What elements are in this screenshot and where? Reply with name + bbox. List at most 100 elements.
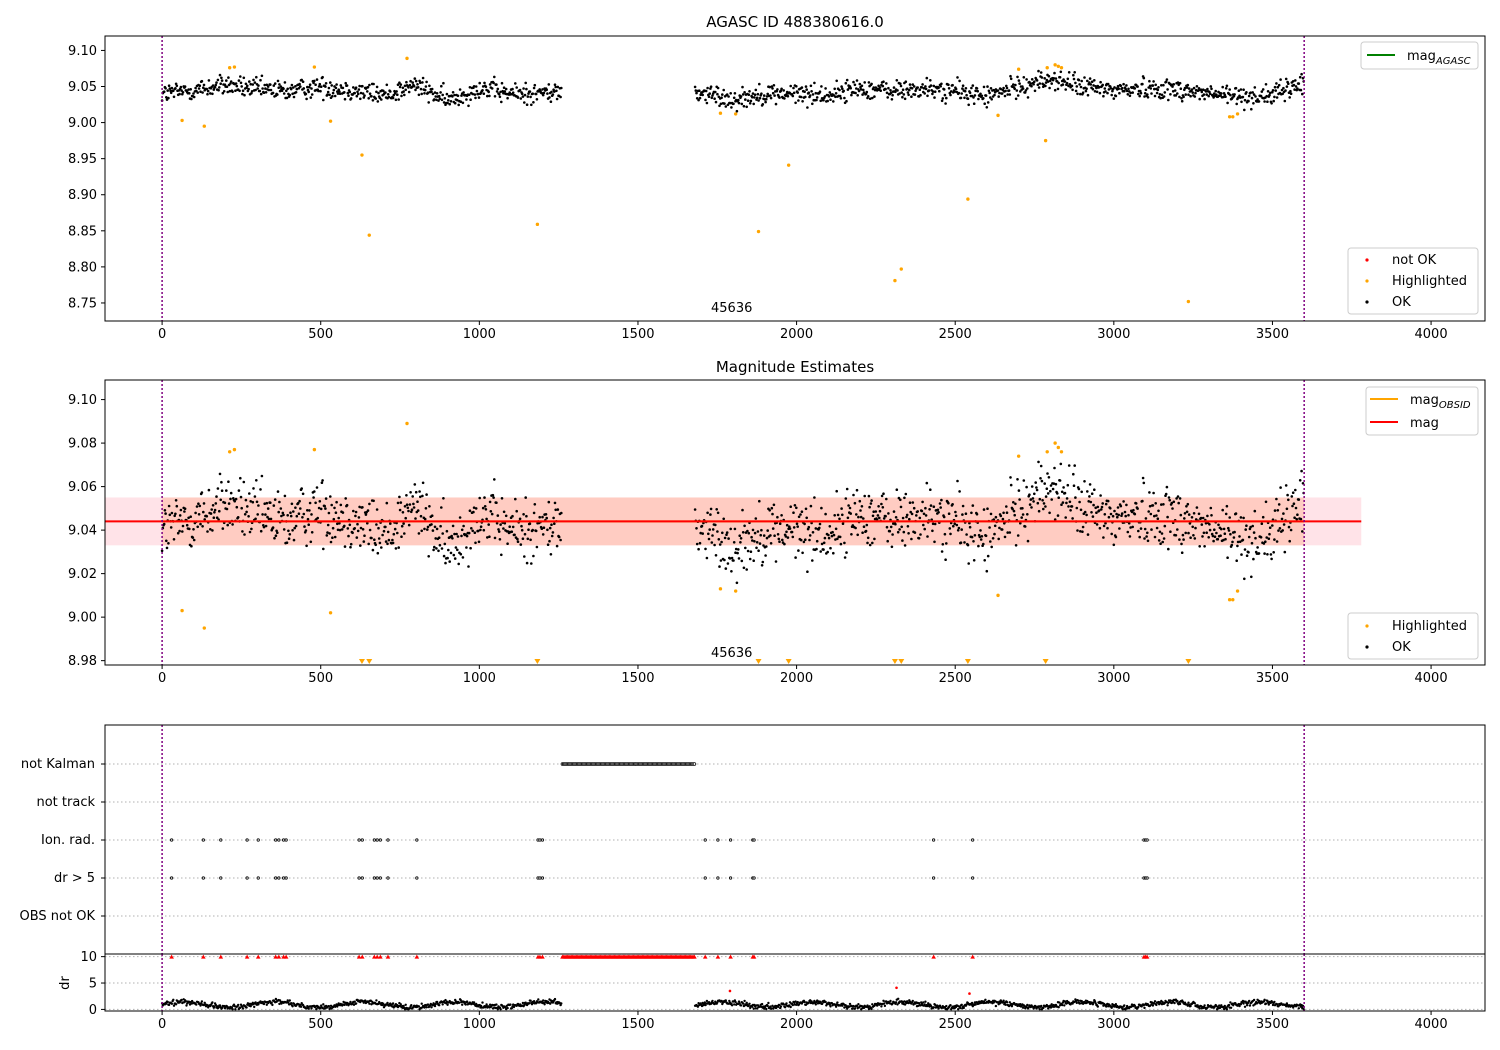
- ok-point: [479, 528, 482, 532]
- ok-point: [457, 562, 461, 566]
- ok-point: [1025, 485, 1028, 489]
- ok-point: [225, 507, 229, 511]
- ok-point: [190, 97, 193, 101]
- legend-marker-ok-2: [1365, 645, 1369, 649]
- ok-point: [804, 507, 808, 511]
- ok-point: [407, 509, 410, 513]
- dr-point: [1239, 1003, 1243, 1006]
- ok-point: [493, 536, 497, 540]
- ok-point: [997, 95, 1000, 98]
- dr-point: [1193, 1002, 1197, 1005]
- ok-point: [345, 503, 349, 507]
- dr-point: [529, 999, 532, 1002]
- ok-point: [187, 88, 190, 91]
- ok-point: [548, 539, 551, 543]
- ok-point: [1221, 85, 1224, 89]
- ok-point: [727, 537, 730, 540]
- ok-point: [1117, 513, 1120, 517]
- ok-point: [769, 96, 773, 100]
- ok-point: [748, 557, 752, 561]
- ok-point: [1213, 535, 1217, 538]
- dr-point: [170, 1002, 174, 1005]
- ok-point: [322, 98, 325, 102]
- ok-point: [757, 99, 760, 102]
- ok-point: [252, 78, 255, 82]
- ok-point: [1269, 553, 1273, 556]
- ok-point: [283, 494, 287, 498]
- ok-point: [1192, 512, 1196, 515]
- dr-point: [343, 1003, 346, 1007]
- ok-point: [860, 505, 864, 508]
- ok-point: [337, 516, 341, 520]
- ok-point: [901, 95, 904, 99]
- dr-point: [287, 1001, 290, 1004]
- ok-point: [933, 96, 936, 99]
- ok-point: [458, 516, 462, 519]
- ok-point: [1150, 528, 1153, 531]
- ok-point: [870, 499, 873, 502]
- ok-point: [1234, 86, 1238, 90]
- ok-point: [771, 87, 774, 90]
- ok-point: [467, 104, 470, 108]
- ok-point: [783, 542, 786, 546]
- dr-point: [937, 1007, 940, 1010]
- ok-point: [852, 80, 855, 84]
- p1-highlighted-point: [1235, 112, 1240, 116]
- ok-point: [911, 501, 915, 504]
- ok-point: [333, 94, 337, 98]
- dr-point: [315, 1007, 318, 1011]
- ok-point: [484, 85, 488, 89]
- ok-point: [291, 92, 294, 96]
- ok-point: [1005, 86, 1009, 90]
- ok-point: [771, 527, 775, 530]
- ok-point: [1021, 85, 1024, 88]
- ok-point: [862, 517, 865, 520]
- ok-point: [940, 550, 944, 553]
- p1-xtick-label-2: 1000: [463, 327, 496, 342]
- dr-point: [408, 1007, 412, 1010]
- dr-point: [523, 1003, 526, 1007]
- dr-point: [767, 1001, 770, 1005]
- ok-point: [752, 102, 755, 106]
- ok-point: [891, 533, 894, 536]
- ok-point: [375, 508, 379, 511]
- dr-point: [834, 1005, 838, 1008]
- ok-point: [412, 84, 416, 88]
- ok-point: [739, 537, 743, 540]
- ok-point: [838, 535, 842, 539]
- ok-point: [706, 86, 709, 90]
- ok-point: [343, 91, 346, 94]
- ok-point: [1133, 87, 1137, 90]
- ok-point: [502, 527, 505, 530]
- dr-point: [382, 1006, 386, 1009]
- ok-point: [472, 506, 476, 510]
- p2-below-range-marker: [785, 659, 792, 664]
- dr-point: [1266, 999, 1269, 1002]
- ok-point: [788, 527, 792, 530]
- ok-point: [841, 87, 844, 90]
- ok-point: [795, 522, 799, 526]
- dr-red-point: [968, 992, 971, 995]
- dr-point: [843, 1006, 846, 1009]
- ok-point: [254, 517, 257, 521]
- ok-point: [1230, 543, 1234, 547]
- ok-point: [792, 511, 795, 514]
- p1-xtick-label-6: 3000: [1097, 327, 1130, 342]
- ok-point: [363, 534, 366, 537]
- dr-point: [234, 1008, 237, 1011]
- ok-point: [1009, 476, 1012, 479]
- ok-point: [909, 510, 912, 514]
- ok-point: [245, 510, 248, 514]
- ok-point: [1224, 87, 1228, 90]
- ok-point: [261, 513, 264, 516]
- svg-text:magAGASC: magAGASC: [1407, 49, 1471, 67]
- ok-point: [349, 542, 353, 546]
- ok-point: [741, 85, 744, 89]
- ok-point: [1122, 82, 1125, 86]
- ok-point: [982, 85, 986, 89]
- ok-point: [958, 79, 961, 83]
- ok-point: [516, 537, 519, 541]
- ok-point: [493, 75, 496, 79]
- legend-label-mag-obsid: mag: [1410, 393, 1439, 408]
- dr-point: [417, 1005, 421, 1008]
